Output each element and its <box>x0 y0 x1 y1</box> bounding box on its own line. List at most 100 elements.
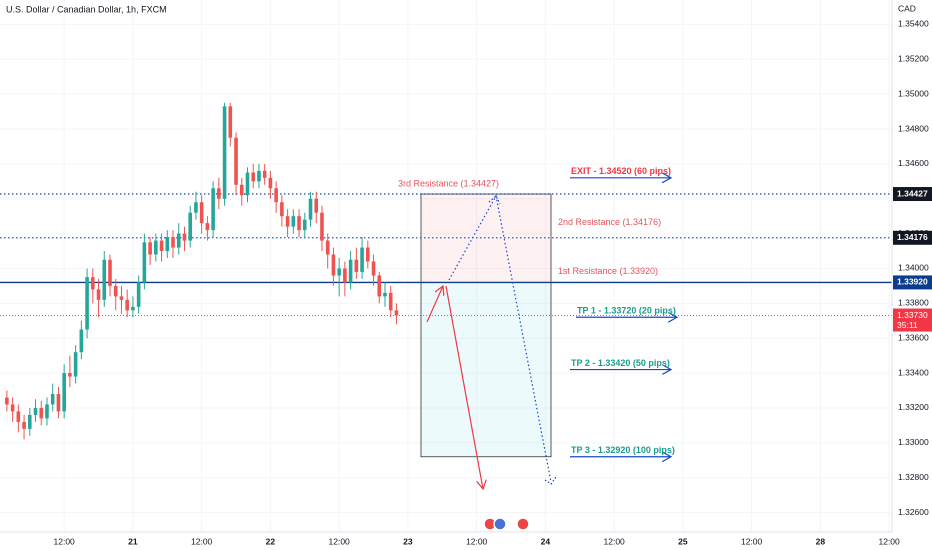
x-tick-label: 12:00 <box>54 536 76 546</box>
candle-body <box>377 275 382 297</box>
candle-body <box>354 259 359 272</box>
candle-body <box>154 240 158 255</box>
candle-body <box>165 237 170 252</box>
candle-body <box>251 172 256 182</box>
target-text: TP 2 - 1.33420 (50 pips) <box>571 358 670 368</box>
y-tick-label: 1.32800 <box>898 472 929 482</box>
candle-body <box>50 393 55 405</box>
candle-body <box>291 216 296 227</box>
y-tick-label: 1.33000 <box>898 437 929 447</box>
candle-body <box>308 198 313 220</box>
candle-body <box>148 242 152 255</box>
candle-body <box>136 282 141 307</box>
target-text: TP 3 - 1.32920 (100 pips) <box>571 445 675 455</box>
x-tick-label: 12:00 <box>466 536 488 546</box>
arrow-head <box>488 195 501 205</box>
x-tick-label: 12:00 <box>878 536 900 546</box>
y-tick-label: 1.34600 <box>898 158 929 168</box>
arrow-up <box>426 286 443 323</box>
candle-body <box>280 202 284 217</box>
candle-body <box>171 237 175 248</box>
candle-body <box>388 292 393 311</box>
level-text: 2nd Resistance (1.34176) <box>558 217 661 227</box>
candle-body <box>39 407 44 419</box>
candle-body <box>199 202 204 224</box>
candle-body <box>211 188 215 231</box>
y-tick-label: 1.33400 <box>898 367 929 377</box>
candle-body <box>79 329 84 353</box>
targets: EXIT - 1.34520 (60 pips) TP 1 - 1.33720 (… <box>570 166 677 457</box>
candle-body <box>217 188 221 199</box>
candle-body <box>262 170 267 178</box>
y-tick-label: 1.34800 <box>898 123 929 133</box>
reward-zone <box>421 282 551 457</box>
candle-body <box>142 242 147 283</box>
y-tick-label: 1.35400 <box>898 19 929 29</box>
arrow-head <box>544 476 557 485</box>
level-text: 3rd Resistance (1.34427) <box>398 178 499 188</box>
candle-body <box>297 216 301 231</box>
candle-body <box>113 285 118 297</box>
candle-body <box>159 240 164 252</box>
candle-body <box>56 393 61 412</box>
candle-body <box>337 268 341 276</box>
trade-zone <box>420 193 552 458</box>
x-tick-label: 25 <box>678 536 688 546</box>
x-tick-label: 12:00 <box>741 536 763 546</box>
candle-body <box>131 306 135 311</box>
y-tick-label: 1.33200 <box>898 402 929 412</box>
candle-body <box>314 198 319 213</box>
candle-body <box>73 352 78 377</box>
event-icon[interactable] <box>493 517 507 531</box>
y-tick-label: 1.35000 <box>898 88 929 98</box>
grid <box>0 0 892 532</box>
chart-title: U.S. Dollar / Canadian Dollar, 1h, FXCM <box>6 4 167 14</box>
candle-body <box>331 254 336 276</box>
target-text: TP 1 - 1.33720 (20 pips) <box>577 306 676 316</box>
candle-body <box>108 259 112 286</box>
candle-body <box>27 414 32 429</box>
axis-bg <box>892 0 932 550</box>
candle-body <box>228 106 233 138</box>
candle-body <box>10 404 15 412</box>
candle-body <box>222 106 227 199</box>
currency: CAD <box>898 3 916 13</box>
candle-body <box>119 296 124 300</box>
x-tick-label: 28 <box>816 536 826 546</box>
candle-body <box>62 373 66 412</box>
candle-body <box>245 172 250 196</box>
event-icon[interactable] <box>516 517 530 531</box>
x-tick-label: 12:00 <box>329 536 351 546</box>
levels: 3rd Resistance (1.34427) 2nd Resistance (… <box>0 178 892 316</box>
y-tick-label: 1.32600 <box>898 507 929 517</box>
candle-body <box>268 177 273 189</box>
countdown: 35:11 <box>897 320 918 330</box>
y-tick-label: 1.33800 <box>898 298 929 308</box>
candle-body <box>176 233 181 248</box>
candle-body <box>188 212 193 241</box>
candles <box>5 102 399 440</box>
event-icons <box>483 517 530 531</box>
candle-body <box>360 247 364 272</box>
candle-body <box>194 202 198 213</box>
projection-arrows <box>426 194 557 489</box>
candle-body <box>239 184 244 196</box>
candle-body <box>68 373 72 377</box>
candle-body <box>102 259 107 300</box>
x-tick-label: 24 <box>541 536 551 546</box>
candle-body <box>16 411 21 422</box>
candle-body <box>205 223 210 231</box>
price-badge-label: 1.34176 <box>897 232 928 242</box>
arrow-path <box>448 194 552 483</box>
candle-body <box>125 299 129 311</box>
candle-body <box>96 289 101 300</box>
candle-body <box>383 292 387 297</box>
candle-body <box>343 268 347 283</box>
candle-body <box>320 212 324 241</box>
candle-body <box>257 170 261 182</box>
price-badge <box>893 187 932 202</box>
arrow-down <box>445 285 483 489</box>
y-tick-label: 1.35200 <box>898 54 929 64</box>
candle-body <box>22 421 26 429</box>
